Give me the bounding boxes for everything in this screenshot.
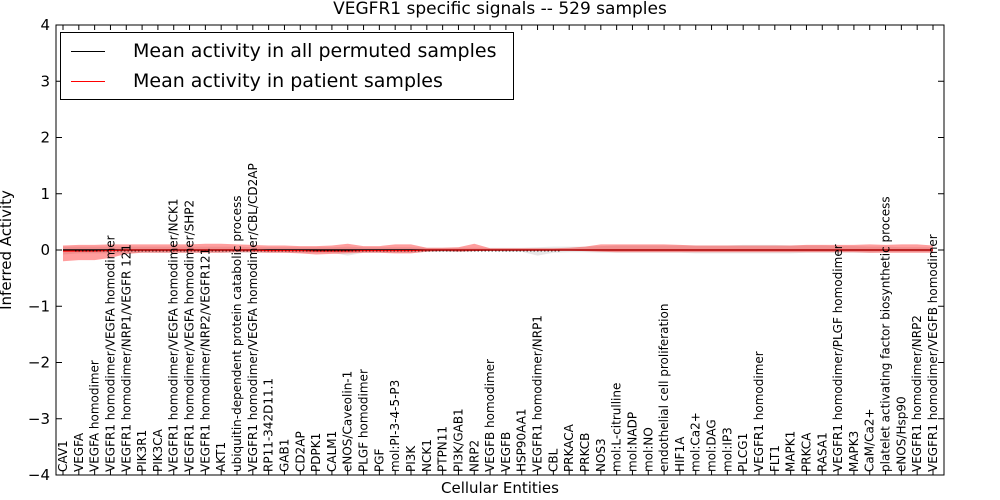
x-tick-label: VEGFR1 homodimer/VEGFA homodimer/CBL/CD2…: [246, 163, 260, 472]
x-tick-label: PDPK1: [309, 433, 323, 472]
y-tick-label: 3: [40, 72, 50, 90]
x-tick-label: PI3K: [404, 445, 418, 472]
x-tick-label: CBL: [546, 448, 560, 472]
y-axis-label: Inferred Activity: [0, 190, 15, 310]
x-tick-label: mol:L-citrulline: [610, 383, 624, 472]
legend-label-patient: Mean activity in patient samples: [133, 70, 443, 92]
x-tick-label: PRKCB: [578, 433, 592, 472]
x-tick-label: NCK1: [420, 439, 434, 472]
x-axis-label: Cellular Entities: [441, 479, 559, 497]
band-patient: [63, 243, 933, 262]
x-tick-label: VEGFB: [499, 432, 513, 472]
series-lines: [63, 249, 933, 252]
y-tick-label: −4: [28, 466, 50, 484]
x-tick-label: VEGFR1 homodimer/NRP1/VEGFR 121: [119, 244, 133, 472]
y-tick-label: 0: [40, 241, 50, 259]
x-tick-label: RP11-342D11.1: [262, 378, 276, 472]
y-tick-label: 4: [40, 16, 50, 34]
x-tick-label: AKT1: [214, 442, 228, 472]
x-tick-label: HSP90AA1: [515, 408, 529, 472]
x-tick-label: FLT1: [768, 445, 782, 472]
legend-swatch-permuted: [71, 50, 105, 52]
y-tick-label: −2: [28, 354, 50, 372]
y-tick-label: −3: [28, 410, 50, 428]
x-tick-label: eNOS/Caveolin-1: [341, 371, 355, 472]
legend-swatch-patient: [71, 80, 105, 82]
x-tick-label: VEGFR1 homodimer/NRP1: [531, 315, 545, 472]
line-patient: [63, 249, 933, 252]
y-tick-label: 1: [40, 185, 50, 203]
x-axis: CAV1 VEGFA VEGFA homodimer VEGFR1 homodimer…: [56, 25, 940, 475]
x-tick-label: platelet activating factor biosynthetic …: [879, 196, 893, 472]
x-tick-label: VEGFR1 homodimer/VEGFB homodimer: [926, 234, 940, 472]
x-tick-label: VEGFA homodimer: [88, 360, 102, 472]
y-axis: 4 3 2 1 0 −1 −2 −3 −4: [28, 16, 944, 484]
x-tick-label: VEGFR1 homodimer/VEGFA homodimer/NCK1: [167, 198, 181, 472]
x-tick-label: PRKCA: [800, 432, 814, 472]
x-tick-label: PI3K/GAB1: [452, 408, 466, 472]
x-tick-label: VEGFR1 homodimer/PLGF homodimer: [831, 244, 845, 472]
legend-label-permuted: Mean activity in all permuted samples: [133, 40, 497, 62]
x-tick-label: CD2AP: [293, 431, 307, 472]
x-tick-label: PLGF homodimer: [357, 369, 371, 472]
legend-item-patient: Mean activity in patient samples: [71, 67, 443, 95]
x-tick-label: endothelial cell proliferation: [657, 304, 671, 472]
x-tick-label: mol:NO: [641, 427, 655, 472]
x-tick-label: PLCG1: [736, 433, 750, 472]
x-tick-label: VEGFB homodimer: [483, 359, 497, 472]
chart-title: VEGFR1 specific signals -- 529 samples: [333, 0, 667, 19]
x-tick-label: NRP2: [467, 440, 481, 472]
x-tick-label: VEGFA: [72, 432, 86, 472]
x-tick-label: CAV1: [56, 440, 70, 472]
x-tick-label: RASA1: [815, 432, 829, 472]
legend-item-permuted: Mean activity in all permuted samples: [71, 37, 496, 65]
x-tick-label: mol:PI-3-4-5-P3: [388, 380, 402, 472]
x-tick-label: PIK3R1: [135, 430, 149, 472]
x-tick-label: VEGFR1 homodimer/NRP2/VEGFR121: [198, 248, 212, 472]
x-tick-label: mol:NADP: [626, 412, 640, 472]
x-tick-label: NOS3: [594, 438, 608, 472]
x-tick-label: eNOS/Hsp90: [894, 396, 908, 472]
x-tick-label: VEGFR1 homodimer: [752, 351, 766, 472]
x-tick-label: CaM/Ca2+: [863, 408, 877, 472]
x-tick-label: VEGFR1 homodimer/VEGFA homodimer: [104, 235, 118, 472]
y-tick-label: −1: [28, 297, 50, 315]
x-tick-label: mol:Ca2+: [689, 412, 703, 472]
x-tick-label: mol:DAG: [705, 419, 719, 472]
x-tick-label: mol:IP3: [720, 427, 734, 472]
x-tick-label: ubiquitin-dependent protein catabolic pr…: [230, 196, 244, 472]
x-tick-label: HIF1A: [673, 436, 687, 472]
y-tick-label: 2: [40, 129, 50, 147]
x-tick-label: CALM1: [325, 431, 339, 472]
x-tick-label: GAB1: [278, 439, 292, 472]
x-tick-label: PRKACA: [562, 423, 576, 472]
x-tick-label: VEGFR1 homodimer/VEGFA homodimer/SHP2: [183, 200, 197, 472]
x-tick-label: MAPK1: [784, 431, 798, 472]
x-tick-label: PTPN11: [436, 426, 450, 472]
x-tick-label: MAPK3: [847, 431, 861, 472]
legend: Mean activity in all permuted samples Me…: [60, 32, 514, 100]
x-tick-label: PGF: [372, 448, 386, 472]
x-tick-label: PIK3CA: [151, 428, 165, 472]
x-tick-label: VEGFR1 homodimer/NRP2: [910, 315, 924, 472]
